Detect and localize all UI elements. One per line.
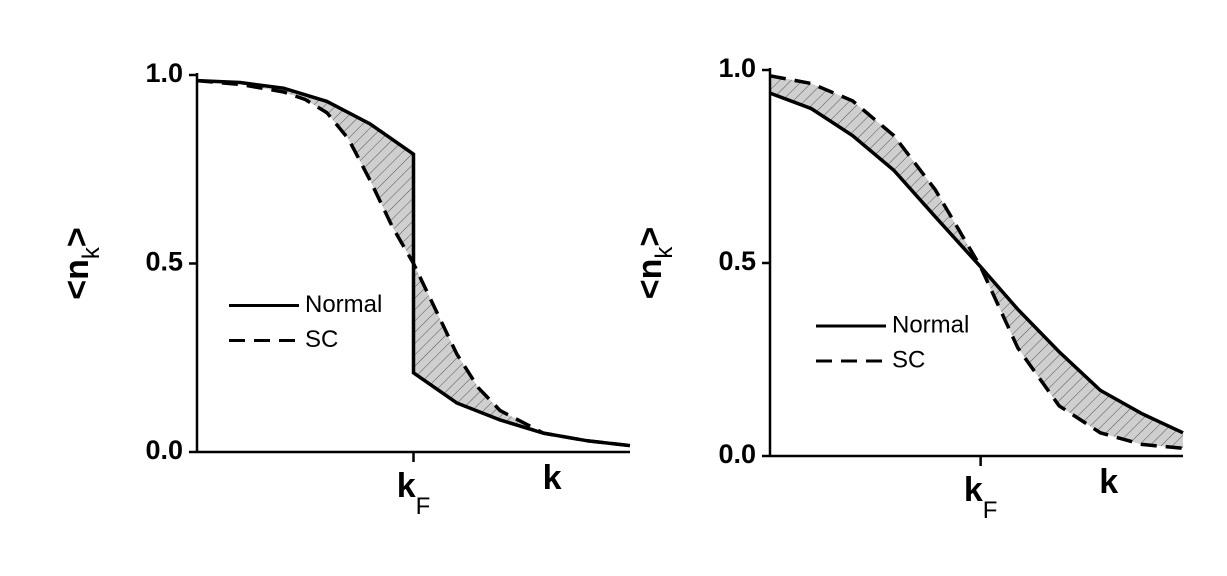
y-label-main: <n [631, 259, 669, 300]
y-label-sub: k [78, 246, 105, 259]
line-series [196, 78, 631, 448]
x-axis-label: k [1099, 463, 1118, 501]
x-tick-label-main: k [964, 471, 983, 509]
legend-label: SC [305, 326, 338, 353]
x-tick-label: kF [397, 467, 431, 520]
x-tick-label-main: k [397, 467, 416, 505]
y-tick-label: 1.0 [718, 53, 756, 83]
legend-label: SC [892, 346, 925, 373]
y-axis-label: <nk> [58, 227, 105, 299]
y-label-end: > [58, 227, 96, 247]
y-tick-label: 0.0 [145, 435, 183, 465]
y-label-end: > [631, 227, 669, 247]
x-tick-label-sub: F [416, 493, 431, 520]
y-axis-label: <nk> [631, 227, 678, 299]
y-tick-label: 0.5 [145, 247, 183, 277]
y-label-main: <n [58, 259, 96, 300]
legend-label: Normal [305, 291, 382, 318]
line-series [769, 91, 1184, 435]
x-axis-label: k [543, 459, 562, 497]
legend-label: Normal [892, 311, 969, 338]
y-tick-label: 1.0 [145, 58, 183, 88]
y-tick-label: 0.0 [718, 439, 756, 469]
y-label-sub: k [651, 246, 678, 259]
x-tick-label-sub: F [983, 497, 998, 524]
x-tick-label: kF [964, 471, 998, 524]
y-tick-label: 0.5 [718, 246, 756, 276]
